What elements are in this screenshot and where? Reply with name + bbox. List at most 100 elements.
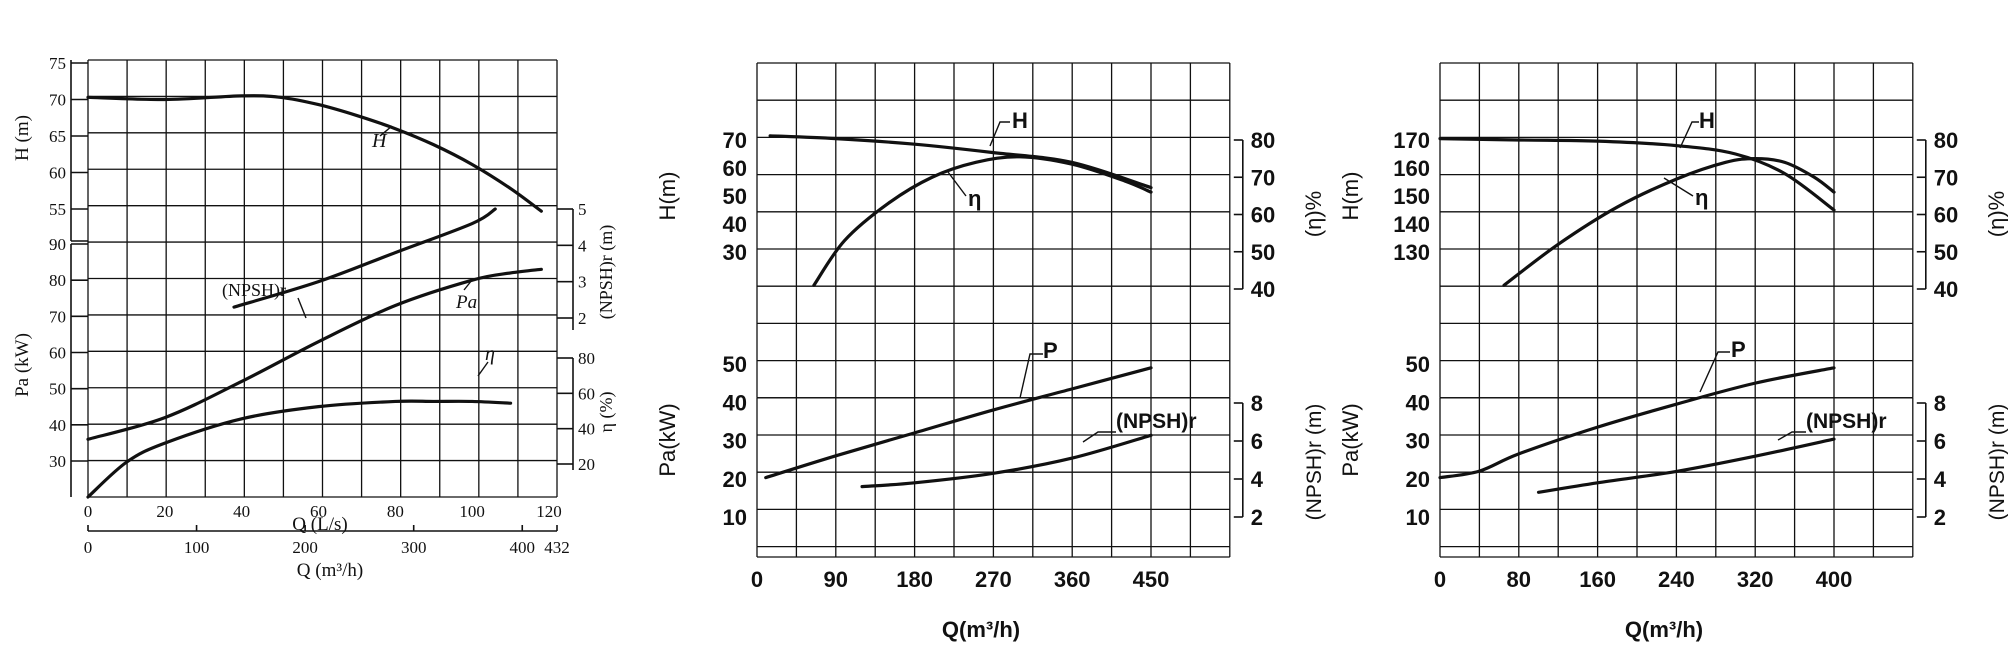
pa-tick-label: 30: [723, 429, 747, 454]
eta-axis-label: (η)%: [1984, 191, 2008, 237]
series-p-label: P: [1731, 337, 1746, 362]
x-lps-tick-label: 40: [233, 502, 250, 521]
pa-tick-label: 90: [49, 235, 66, 254]
grid-lines: [756, 62, 1231, 399]
eta-tick-label: 60: [578, 384, 595, 403]
h-tick-label: 70: [49, 91, 66, 110]
h-axis-label: H(m): [655, 172, 680, 221]
series-npsh-leader: [1777, 431, 1806, 441]
h-tick-label: 60: [723, 156, 747, 181]
pa-tick-label: 10: [1406, 505, 1430, 530]
npsh-tick-label: 8: [1934, 391, 1946, 416]
npsh-axis-label: (NPSH)r (m): [1986, 404, 2008, 521]
series-h-line: [86, 94, 543, 213]
series-eta-line: [86, 399, 513, 499]
series-npsh-label: (NPSH)r: [1806, 410, 1887, 433]
series-eta-leader: [1663, 177, 1694, 197]
pa-tick-label: 20: [723, 467, 747, 492]
series-p-label: P: [1043, 338, 1058, 363]
pa-tick-label: 20: [1406, 467, 1430, 492]
x-tick-label: 0: [751, 567, 763, 592]
npsh-tick-label: 5: [578, 200, 587, 219]
h-tick-label: 65: [49, 127, 66, 146]
x-m3h-tick-label: 0: [84, 538, 93, 557]
x-tick-label: 160: [1579, 567, 1616, 592]
x-tick-label: 80: [1507, 567, 1531, 592]
x-axis-label: Q(m³/h): [942, 617, 1020, 642]
pa-tick-label: 10: [723, 505, 747, 530]
grid-lines: [1439, 62, 1914, 399]
x-tick-label: 0: [1434, 567, 1446, 592]
series-npsh-line: [860, 433, 1153, 489]
npsh-tick-label: 4: [578, 236, 587, 255]
chart-3: 1301401501601701020304050H(m)Pa(kW)40506…: [1338, 62, 2008, 642]
series-npsh-leader: [297, 297, 307, 319]
series-eta-label: η: [1695, 185, 1708, 210]
h-tick-label: 40: [723, 212, 747, 237]
series-p-line: [764, 366, 1153, 480]
eta-tick-label: 40: [1934, 277, 1958, 302]
series-h-line: [1438, 137, 1836, 212]
h-tick-label: 50: [723, 184, 747, 209]
eta-tick-label: 60: [1251, 203, 1275, 228]
x-m3h-axis-label: Q (m³/h): [297, 560, 363, 581]
eta-tick-label: 40: [578, 420, 595, 439]
pa-tick-label: 80: [49, 271, 66, 290]
pa-axis-label: Pa(kW): [1338, 403, 1363, 476]
h-axis-label: H(m): [1338, 172, 1363, 221]
series-h-label: H: [371, 130, 388, 152]
npsh-axis-label: (NPSH)r (m): [596, 225, 617, 320]
eta-axis-label: (η)%: [1301, 191, 1326, 237]
pa-tick-label: 40: [49, 416, 66, 435]
npsh-tick-label: 6: [1251, 429, 1263, 454]
h-tick-label: 60: [49, 164, 66, 183]
h-axis-label: H (m): [12, 115, 33, 161]
eta-tick-label: 50: [1251, 240, 1275, 265]
x-lps-axis-label: Q (L/s): [292, 514, 347, 535]
x-m3h-tick-label: 300: [401, 538, 427, 557]
pa-tick-label: 40: [1406, 390, 1430, 415]
series-npsh-line: [232, 207, 497, 309]
series-h-label: H: [1699, 108, 1715, 133]
eta-tick-label: 80: [1934, 128, 1958, 153]
eta-tick-label: 70: [1251, 165, 1275, 190]
series-p-line: [1438, 366, 1836, 480]
x-tick-label: 270: [975, 567, 1012, 592]
pa-tick-label: 30: [49, 452, 66, 471]
series-pa-label: Pa: [455, 292, 477, 313]
pa-axis-label: Pa (kW): [12, 333, 33, 397]
series-eta-leader: [947, 171, 967, 197]
h-tick-label: 170: [1393, 128, 1430, 153]
series-p-leader: [1699, 351, 1730, 393]
x-m3h-tick-label: 200: [292, 538, 318, 557]
eta-tick-label: 50: [1934, 240, 1958, 265]
pa-tick-label: 60: [49, 344, 66, 363]
npsh-tick-label: 8: [1251, 391, 1263, 416]
h-tick-label: 150: [1393, 184, 1430, 209]
npsh-axis-label: (NPSH)r (m): [1303, 404, 1326, 521]
series-eta-line: [812, 155, 1153, 287]
eta-tick-label: 80: [578, 349, 595, 368]
npsh-tick-label: 3: [578, 273, 587, 292]
h-tick-label: 75: [49, 54, 66, 73]
npsh-tick-label: 2: [1934, 505, 1946, 530]
pa-tick-label: 70: [49, 307, 66, 326]
series-npsh-label: (NPSH)r: [222, 280, 286, 301]
series-h-leader: [1679, 121, 1699, 149]
x-m3h-tick-label: 100: [184, 538, 210, 557]
x-tick-label: 360: [1054, 567, 1091, 592]
x-lps-tick-label: 20: [156, 502, 173, 521]
series-p-leader: [1019, 353, 1043, 399]
h-tick-label: 130: [1393, 240, 1430, 265]
series-h-leader: [379, 125, 393, 137]
x-tick-label: 180: [896, 567, 933, 592]
x-tick-label: 320: [1737, 567, 1774, 592]
series-npsh-line: [1536, 437, 1836, 494]
chart-2: 30405060701020304050H(m)Pa(kW)4050607080…: [655, 62, 1326, 642]
series-pa-line: [86, 267, 543, 441]
h-tick-label: 70: [723, 128, 747, 153]
x-tick-label: 400: [1816, 567, 1853, 592]
series-pa-leader: [463, 279, 473, 291]
